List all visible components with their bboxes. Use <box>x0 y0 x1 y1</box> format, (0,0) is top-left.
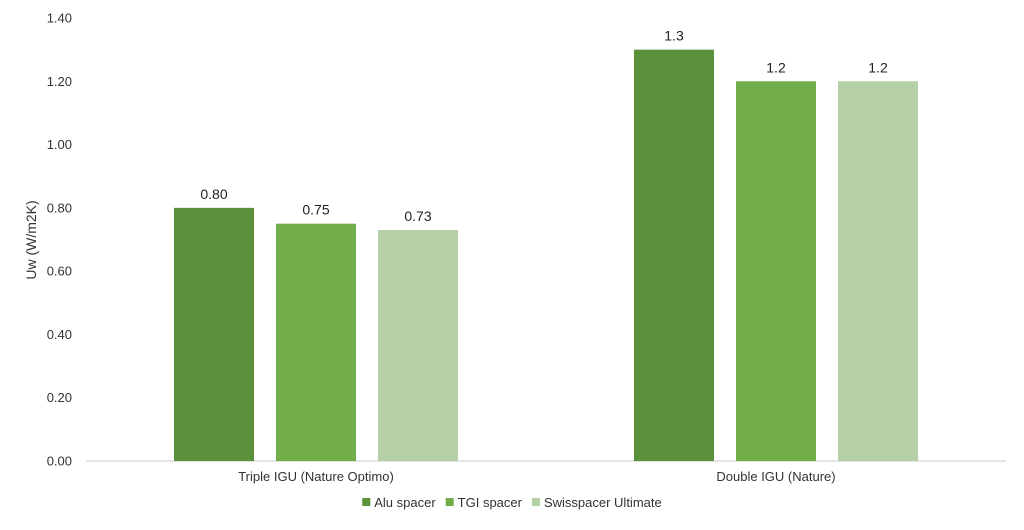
data-label: 0.75 <box>302 202 329 218</box>
data-label: 1.3 <box>664 28 684 44</box>
y-axis-title: Uw (W/m2K) <box>23 200 39 279</box>
data-label: 1.2 <box>868 59 888 75</box>
bar <box>174 207 254 461</box>
data-label: 0.73 <box>404 208 431 224</box>
x-axis: Triple IGU (Nature Optimo) Double IGU (Na… <box>238 469 835 484</box>
x-category-label: Double IGU (Nature) <box>716 469 835 484</box>
legend-swatch <box>362 498 371 506</box>
legend-swatch <box>531 498 540 506</box>
data-labels: 0.80 0.75 0.73 1.3 1.2 1.2 <box>200 28 888 224</box>
legend-swatch <box>445 498 454 506</box>
bar <box>378 230 458 461</box>
x-category-label: Triple IGU (Nature Optimo) <box>238 469 394 484</box>
bar <box>736 81 816 462</box>
legend: Alu spacer TGI spacer Swisspacer Ultimate <box>362 495 662 510</box>
bar <box>634 49 714 462</box>
bar <box>276 223 356 461</box>
bar <box>838 81 918 462</box>
bars <box>174 49 918 462</box>
legend-label: Swisspacer Ultimate <box>544 495 662 510</box>
y-tick-label: 1.20 <box>47 74 72 89</box>
y-tick-label: 0.60 <box>47 264 72 279</box>
y-tick-label: 0.00 <box>47 454 72 469</box>
y-tick-label: 1.00 <box>47 137 72 152</box>
y-axis: 0.00 0.20 0.40 0.60 0.80 1.00 1.20 1.40 <box>47 11 72 469</box>
legend-label: TGI spacer <box>458 495 523 510</box>
legend-label: Alu spacer <box>374 495 436 510</box>
y-tick-label: 0.20 <box>47 390 72 405</box>
data-label: 1.2 <box>766 59 786 75</box>
y-tick-label: 1.40 <box>47 11 72 26</box>
y-tick-label: 0.80 <box>47 200 72 215</box>
y-tick-label: 0.40 <box>47 327 72 342</box>
data-label: 0.80 <box>200 186 227 202</box>
